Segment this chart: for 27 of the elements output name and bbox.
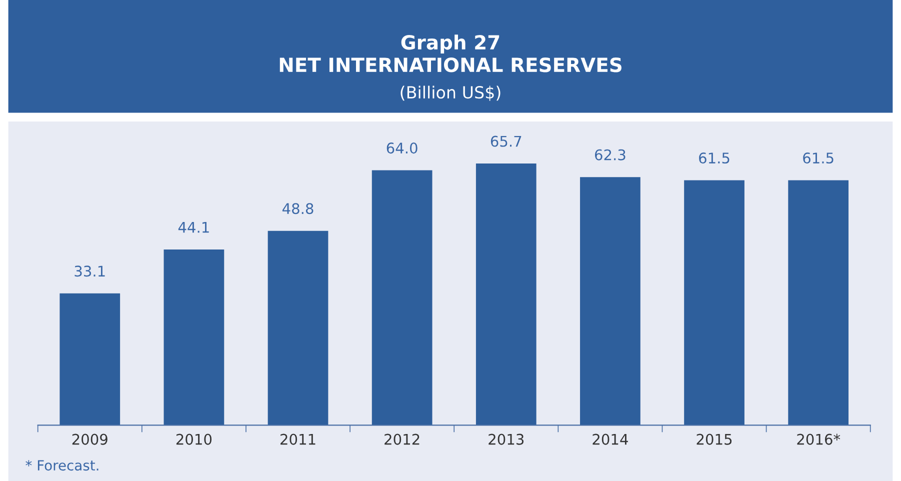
text: * Forecast. (26, 460, 98, 471)
bar (268, 230, 328, 426)
x-tick-label: 2014 (592, 434, 628, 445)
data-label: 64.0 (386, 142, 418, 154)
bar (788, 180, 849, 426)
x-tick-label: 2013 (488, 434, 524, 445)
bar (60, 293, 120, 426)
x-tick-label: 2011 (280, 434, 316, 445)
data-label: 44.1 (178, 222, 209, 233)
bar (476, 164, 536, 426)
data-label: 48.8 (282, 203, 314, 214)
data-label: 62.3 (594, 149, 626, 160)
bar (580, 177, 640, 426)
data-label: 61.5 (803, 152, 834, 164)
data-label: 33.1 (74, 266, 105, 277)
data-label: 61.5 (699, 152, 730, 164)
x-tick-label: 2015 (696, 434, 732, 445)
x-tick-label: 2012 (384, 434, 420, 445)
data-label: 65.7 (490, 136, 522, 147)
x-tick-label: 2010 (176, 434, 212, 445)
chart-title: Graph 27 NET INTERNATIONAL RESERVES (280, 34, 622, 72)
bar (164, 250, 224, 426)
chart-subtitle: (Billion US$) (400, 86, 500, 101)
bar (372, 170, 432, 426)
bar (684, 180, 744, 426)
x-tick-label: 2016* (797, 434, 840, 445)
x-tick-label: 2009 (72, 434, 108, 445)
